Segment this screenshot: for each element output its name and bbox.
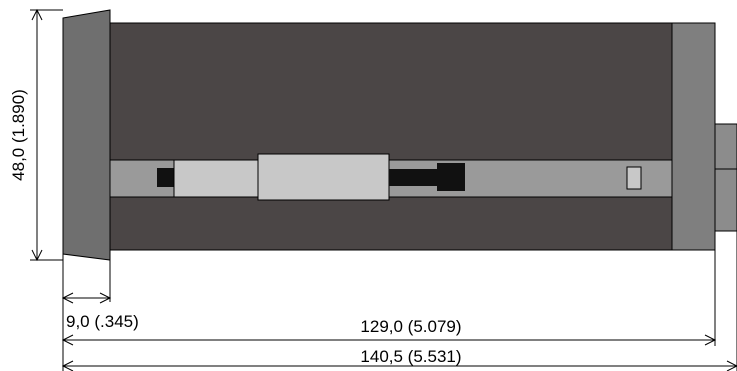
height-arrow-top — [31, 8, 43, 21]
body-depth-arrow-right — [704, 334, 717, 346]
rear-connector-lower — [714, 168, 737, 232]
small-window — [626, 166, 642, 190]
bezel-depth-label: 9,0 (.345) — [66, 312, 139, 331]
housing-body — [109, 22, 677, 251]
center-light-block — [257, 153, 390, 201]
body-depth-arrow-left — [61, 334, 74, 346]
body-depth-label: 129,0 (5.079) — [360, 317, 461, 336]
height-arrow-bottom — [31, 249, 43, 262]
rear-frame — [671, 22, 716, 251]
rear-connector-upper — [714, 123, 737, 170]
front-bezel — [62, 9, 111, 261]
overall-depth-arrow-left — [61, 360, 74, 371]
left-dark-block — [157, 168, 174, 187]
height-dimension-label: 48,0 (1.890) — [9, 89, 28, 181]
shaft-dark-part — [389, 169, 439, 186]
overall-depth-label: 140,5 (5.531) — [360, 347, 461, 366]
left-light-block — [173, 159, 259, 198]
shaft-head-dark-part — [437, 163, 465, 191]
bezel-depth-arrow-left — [61, 292, 74, 304]
bezel-depth-arrow-right — [99, 292, 112, 304]
overall-depth-arrow-right — [726, 360, 737, 371]
